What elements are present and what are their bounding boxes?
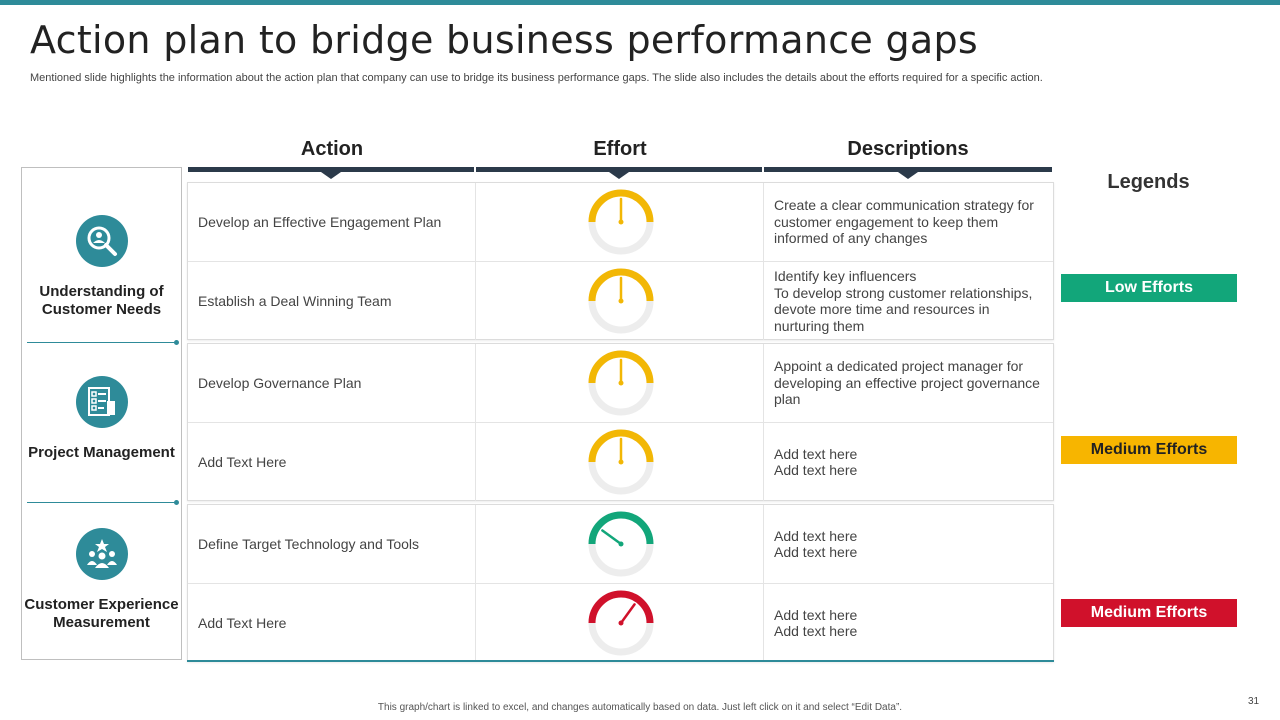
gauge-arc xyxy=(588,590,654,624)
table-row: Add Text Here Add text here Add text her… xyxy=(188,422,1053,501)
description-cell: Add text here Add text here xyxy=(764,423,1053,501)
column-header-descriptions: Descriptions xyxy=(847,138,969,160)
action-cell: Define Target Technology and Tools xyxy=(188,505,476,583)
table-group-project-management: Develop Governance Plan Appoint a dedica… xyxy=(187,343,1054,501)
gauge-hub xyxy=(618,219,624,225)
effort-gauge xyxy=(588,429,654,495)
action-cell: Develop Governance Plan xyxy=(188,344,476,422)
effort-cell xyxy=(476,262,764,340)
table-group-customer-experience: Define Target Technology and Tools Add t… xyxy=(187,504,1054,662)
legend-medium-efforts: Medium Efforts xyxy=(1061,436,1237,464)
description-cell: Appoint a dedicated project manager for … xyxy=(764,344,1053,422)
category-divider xyxy=(27,500,179,505)
description-line: Identify key influencers xyxy=(774,268,917,284)
effort-gauge xyxy=(588,268,654,334)
category-customer-needs: Understanding of Customer Needs xyxy=(22,215,181,319)
description-cell: Create a clear communication strategy fo… xyxy=(764,183,1053,261)
gauge-needle xyxy=(601,529,623,546)
column-header-bar xyxy=(188,167,474,179)
footer-note: This graph/chart is linked to excel, and… xyxy=(377,702,903,713)
category-label: Customer Experience Measurement xyxy=(24,596,179,631)
customer-group-star-icon xyxy=(75,528,128,580)
description-line: Create a clear communication strategy fo… xyxy=(774,197,1034,247)
table-bottom-line xyxy=(187,660,1054,662)
action-cell: Add Text Here xyxy=(188,584,476,662)
effort-gauge xyxy=(588,590,654,656)
effort-gauge xyxy=(588,189,654,255)
gauge-hub xyxy=(618,620,624,626)
description-line: Add text here xyxy=(774,445,858,462)
legend-low-efforts: Low Efforts xyxy=(1061,274,1237,302)
description-cell: Add text here Add text here xyxy=(764,584,1053,662)
gauge-arc xyxy=(588,350,654,384)
table-row: Develop an Effective Engagement Plan Cre… xyxy=(188,183,1053,261)
action-cell: Add Text Here xyxy=(188,423,476,501)
description-line: Add text here xyxy=(774,462,858,478)
description-cell: Identify key influencers To develop stro… xyxy=(764,262,1053,340)
table-group-customer-needs: Develop an Effective Engagement Plan Cre… xyxy=(187,182,1054,340)
category-panel: Understanding of Customer Needs Project … xyxy=(21,167,182,660)
category-divider xyxy=(27,340,179,345)
slide-title: Action plan to bridge business performan… xyxy=(30,18,979,62)
legend-title: Legends xyxy=(1107,171,1190,193)
effort-cell xyxy=(476,183,764,261)
description-line: Add text here xyxy=(774,606,858,623)
effort-cell xyxy=(476,344,764,422)
category-customer-experience: Customer Experience Measurement xyxy=(22,528,181,632)
gauge-arc xyxy=(588,511,654,545)
top-accent-bar xyxy=(0,0,1280,5)
gauge-arc xyxy=(588,429,654,463)
table-row: Establish a Deal Winning Team Identify k… xyxy=(188,261,1053,340)
description-line: Add text here xyxy=(774,527,858,544)
column-header-action: Action xyxy=(300,138,364,160)
effort-cell xyxy=(476,584,764,662)
column-header-bar xyxy=(764,167,1052,179)
description-line: Appoint a dedicated project manager for … xyxy=(774,358,1040,408)
gauge-arc xyxy=(588,189,654,223)
page-number: 31 xyxy=(1248,696,1260,707)
effort-gauge xyxy=(588,511,654,577)
gauge-hub xyxy=(618,380,624,386)
table-row: Add Text Here Add text here Add text her… xyxy=(188,583,1053,662)
gauge-arc xyxy=(588,268,654,302)
description-line: To develop strong customer relationships… xyxy=(774,284,1033,334)
gauge-hub xyxy=(618,541,624,547)
category-label: Understanding of Customer Needs xyxy=(39,283,164,318)
user-search-icon xyxy=(75,215,128,267)
slide-subtitle: Mentioned slide highlights the informati… xyxy=(30,72,1043,84)
effort-gauge xyxy=(588,350,654,416)
description-line: Add text here xyxy=(774,623,858,639)
column-header-effort: Effort xyxy=(593,138,647,160)
gauge-hub xyxy=(618,459,624,465)
column-header-bar xyxy=(476,167,762,179)
table-row: Define Target Technology and Tools Add t… xyxy=(188,505,1053,583)
gauge-needle xyxy=(619,603,636,625)
effort-cell xyxy=(476,505,764,583)
description-line: Add text here xyxy=(774,544,858,560)
legend-medium-efforts-red: Medium Efforts xyxy=(1061,599,1237,627)
category-project-management: Project Management xyxy=(22,376,181,462)
action-cell: Develop an Effective Engagement Plan xyxy=(188,183,476,261)
action-cell: Establish a Deal Winning Team xyxy=(188,262,476,340)
category-label: Project Management xyxy=(28,444,175,461)
table-row: Develop Governance Plan Appoint a dedica… xyxy=(188,344,1053,422)
gauge-hub xyxy=(618,298,624,304)
description-cell: Add text here Add text here xyxy=(764,505,1053,583)
effort-cell xyxy=(476,423,764,501)
checklist-icon xyxy=(75,376,128,428)
